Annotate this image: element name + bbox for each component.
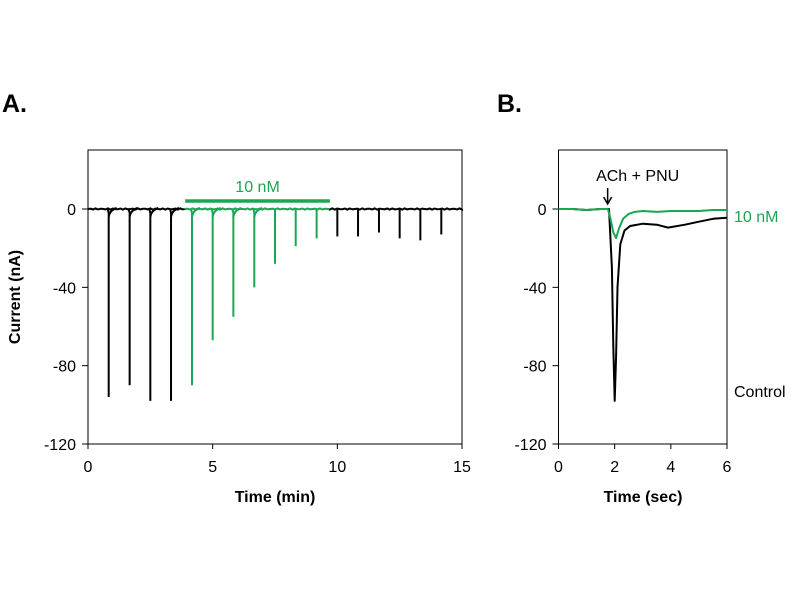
panel-a-ytick-label: -120 — [44, 437, 76, 454]
panel-b-xtick-label: 0 — [554, 459, 563, 476]
panel-b-ytick-label: -120 — [514, 437, 546, 454]
panel-b-xtick-label: 2 — [610, 459, 619, 476]
panel-a-xlabel: Time (min) — [235, 489, 316, 506]
panel-b-xtick-label: 4 — [666, 459, 675, 476]
panel-a-spike — [252, 207, 263, 288]
panel-a-spike — [231, 207, 242, 317]
panel-b-stimulus-label: ACh + PNU — [596, 168, 679, 185]
panel-a-baseline-2 — [328, 207, 463, 212]
panel-a-xtick-label: 0 — [84, 459, 93, 476]
panel-a-spike — [210, 207, 221, 341]
panel-b-trace-10nm — [558, 208, 727, 239]
panel-a-spike — [190, 207, 201, 386]
panel-a-baseline-1 — [183, 207, 332, 211]
panel-b-stimulus-arrow-icon — [602, 188, 613, 206]
panel-b-xlabel: Time (sec) — [604, 489, 683, 506]
panel-a-spike — [148, 207, 159, 401]
panel-a-ytick-label: -80 — [53, 359, 76, 376]
panel-a-xtick-label: 5 — [208, 459, 217, 476]
panel-a-treatment-label: 10 nM — [235, 179, 279, 196]
panel-b-xtick-label: 6 — [723, 459, 732, 476]
panel-a-ytick-label: 0 — [67, 202, 76, 219]
panel-a-label: A. — [2, 90, 27, 118]
panel-a-frame — [87, 149, 463, 445]
panel-b-ytick-label: -40 — [523, 280, 546, 297]
arrow-head — [602, 196, 613, 206]
panel-a-spike — [169, 207, 180, 401]
panel-a-xtick-label: 15 — [453, 459, 471, 476]
panel-b-frame — [558, 149, 728, 445]
panel-b-ytick-label: 0 — [538, 202, 547, 219]
panel-b-ytick-label: -80 — [523, 359, 546, 376]
panel-b-label: B. — [497, 90, 522, 118]
panel-a-ytick-label: -40 — [53, 280, 76, 297]
panel-a-xtick-label: 10 — [328, 459, 346, 476]
panel-a-spike — [106, 207, 118, 397]
panel-b-legend-control: Control — [734, 384, 786, 401]
panel-a-spike — [127, 207, 138, 386]
panel-b-legend-10nm: 10 nM — [734, 209, 778, 226]
panel-a-ylabel: Current (nA) — [7, 250, 24, 344]
panel-b-trace-control — [558, 208, 728, 402]
